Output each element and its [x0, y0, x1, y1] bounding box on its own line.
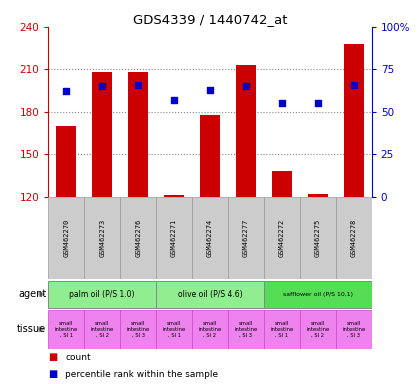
Text: agent: agent	[18, 289, 46, 299]
Text: ■: ■	[48, 352, 58, 362]
Text: GSM462270: GSM462270	[63, 219, 69, 257]
Bar	[156, 281, 264, 308]
Point	[350, 81, 357, 88]
Bar	[192, 197, 228, 279]
Bar	[272, 171, 292, 197]
Point	[135, 81, 142, 88]
Text: small
intestine
, SI 1: small intestine , SI 1	[270, 321, 294, 338]
Bar	[92, 72, 112, 197]
Text: olive oil (P/S 4.6): olive oil (P/S 4.6)	[178, 290, 242, 299]
Text: small
intestine
, SI 3: small intestine , SI 3	[342, 321, 365, 338]
Bar	[300, 310, 336, 349]
Bar	[120, 197, 156, 279]
Bar	[84, 197, 120, 279]
Bar	[120, 310, 156, 349]
Text: GSM462274: GSM462274	[207, 219, 213, 257]
Bar	[48, 281, 156, 308]
Point	[278, 100, 285, 106]
Bar	[192, 310, 228, 349]
Bar	[336, 310, 372, 349]
Bar	[156, 197, 192, 279]
Text: count: count	[65, 353, 91, 362]
Text: ■: ■	[48, 369, 58, 379]
Text: GSM462272: GSM462272	[279, 219, 285, 257]
Text: small
intestine
, SI 2: small intestine , SI 2	[306, 321, 329, 338]
Bar	[48, 310, 84, 349]
Point	[99, 83, 105, 89]
Bar	[264, 310, 300, 349]
Text: palm oil (P/S 1.0): palm oil (P/S 1.0)	[69, 290, 135, 299]
Bar	[228, 197, 264, 279]
Bar	[128, 72, 148, 197]
Point	[207, 87, 213, 93]
Bar	[56, 126, 76, 197]
Point	[243, 83, 249, 89]
Point	[63, 88, 70, 94]
Bar	[300, 197, 336, 279]
Text: GSM462273: GSM462273	[99, 219, 105, 257]
Point	[171, 97, 177, 103]
Bar	[48, 197, 84, 279]
Text: GSM462276: GSM462276	[135, 219, 141, 257]
Text: small
intestine
, SI 2: small intestine , SI 2	[198, 321, 222, 338]
Text: percentile rank within the sample: percentile rank within the sample	[65, 370, 218, 379]
Text: small
intestine
, SI 3: small intestine , SI 3	[126, 321, 150, 338]
Text: GSM462271: GSM462271	[171, 219, 177, 257]
Text: GSM462278: GSM462278	[351, 219, 357, 257]
Bar	[336, 197, 372, 279]
Text: small
intestine
, SI 1: small intestine , SI 1	[55, 321, 78, 338]
Bar	[156, 310, 192, 349]
Bar	[308, 194, 328, 197]
Text: small
intestine
, SI 2: small intestine , SI 2	[91, 321, 114, 338]
Text: small
intestine
, SI 3: small intestine , SI 3	[234, 321, 257, 338]
Point	[315, 100, 321, 106]
Bar	[344, 44, 364, 197]
Bar	[200, 114, 220, 197]
Text: GSM462275: GSM462275	[315, 219, 321, 257]
Title: GDS4339 / 1440742_at: GDS4339 / 1440742_at	[133, 13, 287, 26]
Bar	[228, 310, 264, 349]
Text: tissue: tissue	[17, 324, 46, 334]
Text: GSM462277: GSM462277	[243, 219, 249, 257]
Bar	[236, 65, 256, 197]
Bar	[264, 281, 372, 308]
Text: safflower oil (P/S 10.1): safflower oil (P/S 10.1)	[283, 291, 353, 297]
Bar	[264, 197, 300, 279]
Text: small
intestine
, SI 1: small intestine , SI 1	[163, 321, 186, 338]
Bar	[84, 310, 120, 349]
Bar	[164, 195, 184, 197]
